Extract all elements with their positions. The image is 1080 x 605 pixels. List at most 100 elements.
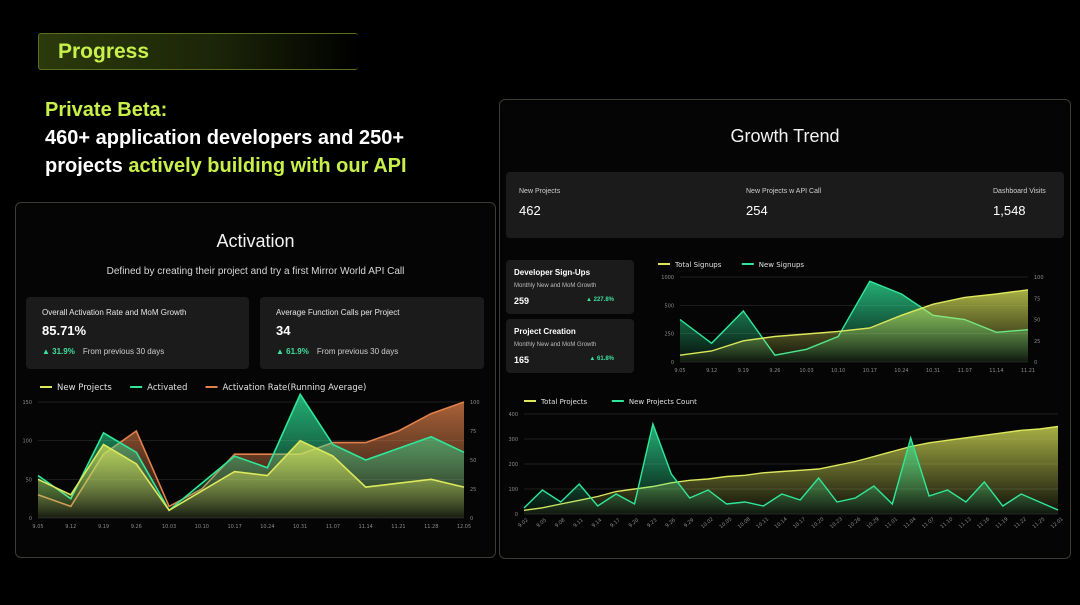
card-value: 85.71% (42, 323, 87, 338)
activation-subtitle: Defined by creating their project and tr… (106, 266, 405, 277)
x-tick-label: 9.26 (664, 517, 676, 529)
legend-label: Activated (147, 383, 187, 393)
legend-label: New Projects (57, 383, 112, 393)
y-tick-label: 50 (26, 477, 32, 483)
x-tick-label: 10.11 (755, 516, 770, 530)
stat-value: 1,548 (993, 203, 1026, 218)
x-tick-label: 10.29 (866, 516, 881, 530)
x-tick-label: 10.24 (260, 524, 274, 530)
stat-projects-api: New Projects w API Call 254 (746, 188, 821, 218)
stat-value: 462 (519, 203, 541, 218)
x-tick-label: 9.11 (572, 517, 584, 529)
series-line (679, 289, 1029, 356)
card-label: Average Function Calls per Project (276, 308, 400, 317)
x-tick-label: 9.19 (738, 368, 749, 374)
y-tick-label: 0 (515, 512, 518, 518)
function-calls-card: Average Function Calls per Project 34 ▲ … (260, 297, 484, 369)
x-tick-label: 10.17 (227, 524, 241, 530)
x-tick-label: 11.07 (921, 516, 936, 530)
activation-rate-card: Overall Activation Rate and MoM Growth 8… (26, 297, 249, 369)
x-tick-label: 10.17 (863, 368, 877, 374)
delta-value: ▲ 61.9% (276, 347, 309, 356)
x-tick-label: 9.26 (131, 524, 142, 530)
series-area (38, 440, 464, 518)
y2-tick-label: 25 (1034, 339, 1040, 345)
y2-tick-label: 50 (470, 458, 476, 464)
series-line (37, 439, 465, 512)
y-tick-label: 100 (508, 487, 518, 493)
y2-tick-label: 25 (470, 487, 476, 493)
x-tick-label: 10.23 (829, 516, 844, 530)
x-tick-label: 11.21 (1021, 368, 1035, 374)
x-tick-label: 11.13 (958, 516, 973, 530)
y-tick-label: 1000 (661, 275, 674, 281)
card-label: Overall Activation Rate and MoM Growth (42, 308, 187, 317)
x-tick-label: 9.02 (517, 517, 529, 529)
y-tick-label: 100 (22, 439, 32, 445)
x-tick-label: 9.12 (65, 524, 76, 530)
x-tick-label: 9.17 (609, 517, 621, 529)
mini-sub: Monthly New and MoM Growth (514, 283, 597, 289)
x-tick-label: 9.26 (769, 368, 780, 374)
x-tick-label: 9.29 (683, 517, 695, 529)
y-tick-label: 250 (664, 332, 674, 338)
y2-tick-label: 100 (1034, 275, 1044, 281)
stat-label: Dashboard Visits (993, 188, 1046, 195)
mini-value: 259 (514, 296, 530, 306)
x-tick-label: 10.03 (162, 524, 176, 530)
headline: Private Beta: 460+ application developer… (45, 96, 485, 180)
y-tick-label: 0 (29, 516, 32, 522)
mini-value: 165 (514, 355, 530, 365)
x-tick-label: 11.07 (958, 368, 972, 374)
x-tick-label: 10.26 (847, 516, 862, 530)
y2-tick-label: 0 (1034, 360, 1037, 366)
legend-label: Activation Rate(Running Average) (223, 383, 367, 393)
y-tick-label: 400 (508, 412, 518, 418)
x-tick-label: 9.08 (554, 517, 566, 529)
legend-label: Total Projects (540, 398, 588, 406)
activation-title: Activation (216, 231, 295, 251)
x-tick-label: 11.14 (989, 368, 1003, 374)
projects-chart: Total Projects New Projects Count 0 100 200 3… (508, 398, 1064, 530)
series-area (680, 289, 1028, 362)
x-tick-label: 9.23 (646, 517, 658, 529)
activation-chart: New Projects Activated Activation Rate(Run… (22, 383, 480, 530)
stat-dashboard-visits: Dashboard Visits 1,548 (993, 188, 1046, 218)
progress-tag: Progress (38, 33, 358, 70)
x-tick-label: 11.04 (903, 516, 918, 530)
card-value: 34 (276, 323, 291, 338)
x-tick-label: 10.03 (799, 368, 813, 374)
y-tick-label: 200 (508, 462, 518, 468)
x-tick-label: 11.19 (995, 516, 1010, 530)
growth-title: Growth Trend (730, 126, 840, 146)
headline-body-accent: actively building with our API (128, 155, 407, 177)
y-tick-label: 500 (664, 303, 674, 309)
legend-label: New Projects Count (629, 398, 697, 406)
headline-body-main: 460+ application developers and 250+ pro… (45, 127, 405, 177)
legend-label: New Signups (759, 261, 805, 269)
y-tick-label: 0 (671, 360, 674, 366)
x-tick-label: 10.10 (195, 524, 209, 530)
project-creation-card: Project Creation Monthly New and MoM Gro… (506, 319, 634, 373)
y2-tick-label: 100 (470, 400, 480, 406)
x-tick-label: 10.20 (811, 516, 826, 530)
y2-tick-label: 75 (470, 429, 476, 435)
x-tick-label: 9.14 (591, 517, 603, 529)
stat-value: 254 (746, 203, 768, 218)
x-tick-label: 10.17 (792, 516, 807, 530)
stat-strip: New Projects 462 New Projects w API Call… (506, 172, 1064, 238)
x-tick-label: 12.01 (1050, 516, 1065, 530)
delta-text: From previous 30 days (316, 347, 399, 356)
card-delta: ▲ 61.9% From previous 30 days (276, 347, 398, 356)
mini-delta: ▲ 61.8% (589, 356, 614, 362)
x-tick-label: 9.05 (536, 517, 548, 529)
x-tick-label: 11.01 (884, 516, 899, 530)
series-line (523, 425, 1059, 511)
y2-tick-label: 75 (1034, 296, 1040, 302)
y2-tick-label: 50 (1034, 318, 1040, 324)
x-tick-label: 11.28 (424, 524, 438, 530)
legend-label: Total Signups (674, 261, 722, 269)
x-tick-label: 10.05 (718, 516, 733, 530)
x-tick-label: 11.07 (326, 524, 340, 530)
y-tick-label: 300 (508, 437, 518, 443)
